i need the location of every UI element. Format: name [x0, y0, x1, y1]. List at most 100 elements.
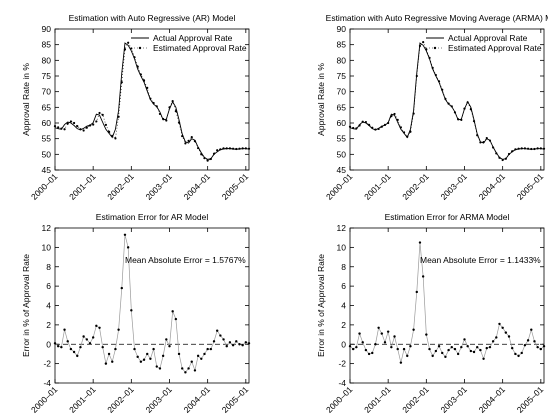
series-line-actual	[54, 42, 250, 160]
error-point	[466, 344, 469, 348]
plot-frame	[349, 28, 545, 171]
estimated-point	[152, 101, 155, 105]
error-point	[431, 354, 434, 358]
error-point	[444, 355, 447, 359]
y-tick-label: -4	[43, 378, 51, 388]
y-tick-label: 75	[42, 71, 52, 81]
error-point	[526, 339, 530, 342]
estimated-point	[431, 66, 434, 69]
estimated-point	[168, 106, 171, 109]
error-point	[460, 345, 463, 349]
error-point	[247, 342, 251, 345]
estimated-point	[469, 108, 472, 111]
estimated-point	[162, 117, 165, 121]
error-point	[177, 352, 181, 356]
error-point	[72, 350, 76, 354]
estimated-point	[498, 156, 501, 159]
estimated-point	[460, 118, 463, 121]
error-point	[53, 342, 57, 345]
estimated-point	[526, 147, 530, 150]
error-point	[361, 341, 364, 344]
error-point	[76, 354, 79, 358]
error-point	[520, 351, 523, 355]
estimated-point	[355, 127, 358, 130]
estimated-point	[171, 99, 174, 103]
y-tick-label: -2	[43, 359, 51, 369]
estimated-point	[244, 147, 247, 150]
estimated-point	[406, 135, 409, 138]
estimated-point	[511, 150, 514, 153]
estimated-point	[482, 141, 485, 144]
estimated-point	[142, 79, 146, 82]
estimated-point	[82, 129, 85, 132]
error-point	[456, 352, 460, 356]
estimated-point	[190, 136, 193, 139]
estimated-point	[447, 102, 450, 105]
estimated-point	[53, 125, 57, 128]
y-tick-label: 65	[42, 102, 52, 112]
estimated-point	[361, 120, 364, 123]
estimated-point	[88, 124, 92, 127]
estimated-point	[101, 113, 104, 116]
estimated-point	[181, 135, 184, 138]
y-tick-label: 80	[337, 55, 347, 65]
estimated-point	[472, 120, 476, 123]
error-point	[190, 360, 193, 363]
error-point	[56, 344, 60, 348]
estimated-point	[133, 56, 136, 59]
error-point	[149, 357, 152, 360]
error-point	[120, 286, 123, 290]
error-point	[184, 371, 187, 374]
error-point	[380, 332, 384, 335]
error-point	[193, 369, 197, 372]
estimated-point	[193, 140, 197, 143]
error-point	[476, 345, 479, 349]
estimated-point	[222, 147, 225, 150]
estimated-point	[374, 128, 377, 131]
estimated-point	[479, 141, 482, 144]
error-point	[225, 344, 228, 348]
estimated-point	[425, 48, 428, 51]
error-point	[165, 338, 168, 341]
estimated-point	[466, 101, 469, 104]
error-point	[514, 352, 517, 356]
error-point	[412, 328, 415, 331]
estimated-point	[523, 147, 527, 150]
error-point	[241, 344, 244, 347]
error-point	[222, 338, 225, 341]
estimated-point	[520, 147, 523, 150]
estimated-point	[197, 146, 200, 150]
estimated-point	[216, 149, 219, 152]
legend-entry-estimated: Estimated Approval Rate	[153, 43, 247, 53]
error-point	[171, 310, 174, 313]
estimated-point	[155, 105, 158, 108]
error-point	[450, 345, 453, 349]
error-point	[130, 309, 133, 312]
estimated-point	[139, 73, 142, 76]
error-point	[453, 347, 457, 351]
y-tick-label: 55	[42, 134, 52, 144]
estimated-point	[390, 115, 393, 118]
error-point	[351, 347, 355, 351]
error-point	[82, 335, 85, 338]
estimated-point	[387, 121, 390, 125]
error-point	[187, 367, 190, 370]
estimated-point	[437, 80, 441, 83]
y-tick-label: 45	[42, 165, 52, 175]
estimated-point	[488, 139, 492, 142]
error-point	[418, 241, 422, 244]
error-point	[161, 354, 165, 358]
error-point	[533, 340, 536, 343]
estimated-point	[228, 147, 232, 150]
error-point	[447, 348, 450, 352]
error-point	[60, 345, 63, 349]
estimated-point	[380, 125, 383, 128]
estimated-point	[371, 126, 374, 129]
estimated-point	[104, 123, 107, 126]
y-axis-label: Error in % of Approval Rate	[21, 254, 31, 357]
estimated-point	[396, 118, 399, 121]
y-axis-label: Approval Rate in %	[316, 63, 326, 136]
estimated-point	[60, 127, 63, 130]
